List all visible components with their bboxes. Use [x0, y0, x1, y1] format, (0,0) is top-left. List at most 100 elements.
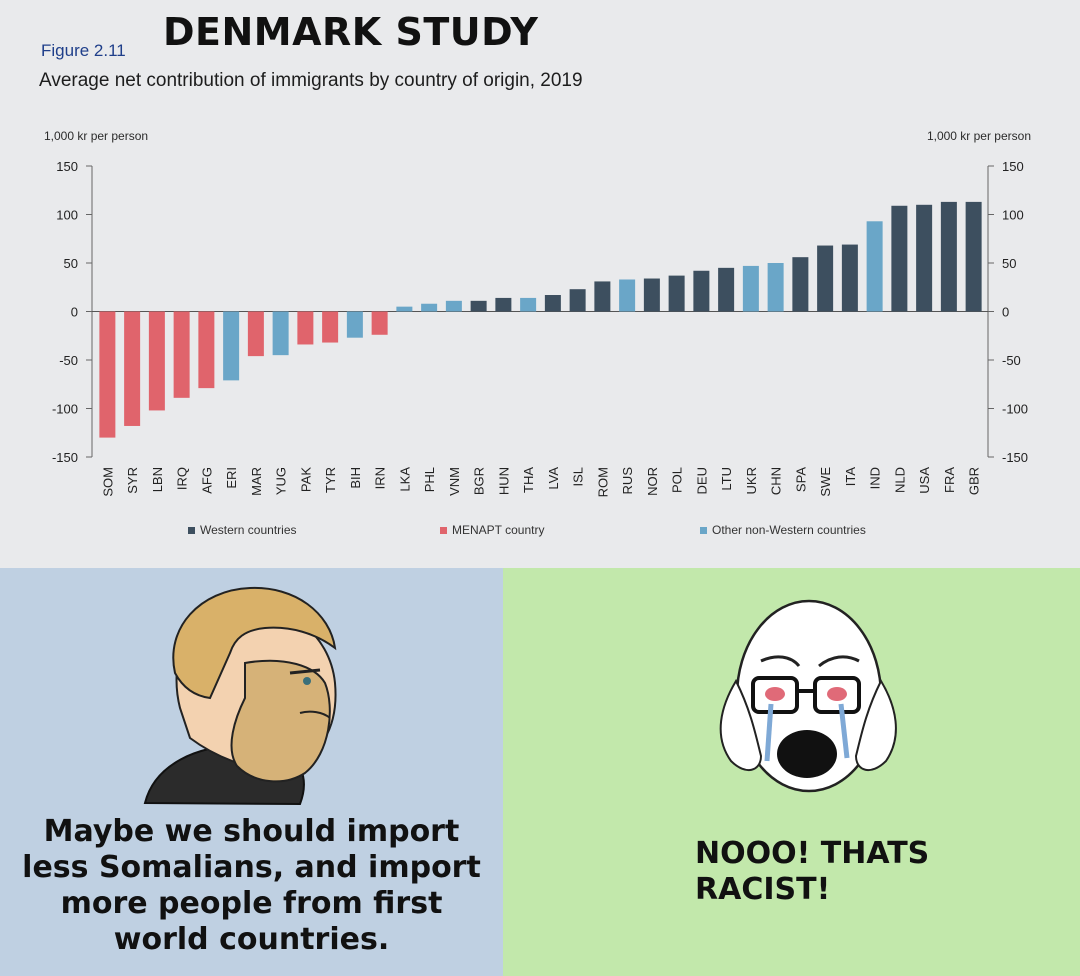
x-tick-label: THA	[521, 467, 536, 493]
bar-vnm	[445, 300, 462, 312]
legend-swatch-western	[188, 526, 195, 534]
left-axis-unit: 1,000 kr per person	[44, 129, 149, 143]
x-tick-label: LBN	[150, 467, 165, 492]
bar-deu	[693, 270, 710, 312]
x-tick-label: RUS	[620, 467, 635, 495]
x-tick-label: DEU	[694, 467, 709, 494]
bar-som	[99, 311, 116, 438]
bar-gbr	[965, 201, 982, 312]
left-caption-line: Maybe we should import	[43, 814, 460, 849]
bar-nor	[643, 278, 660, 312]
legend-label-other: Other non-Western countries	[712, 523, 866, 537]
bar-spa	[792, 257, 809, 312]
x-tick-label: BIH	[348, 467, 363, 489]
bar-pak	[297, 311, 314, 345]
x-tick-label: ROM	[595, 467, 610, 497]
x-tick-label: MAR	[249, 467, 264, 496]
bar-swe	[817, 245, 834, 312]
x-tick-label: IRQ	[175, 467, 190, 490]
bar-afg	[198, 311, 215, 389]
x-tick-label: POL	[670, 467, 685, 493]
legend-label-western: Western countries	[200, 523, 297, 537]
y-tick-label-left: -150	[52, 450, 78, 465]
bar-nld	[891, 205, 908, 312]
right-meme-panel: NOOO! THATS RACIST!	[503, 568, 1080, 976]
y-tick-label-left: -100	[52, 402, 78, 417]
x-tick-label: IND	[868, 467, 883, 489]
legend-item-other: Other non-Western countries	[700, 523, 866, 537]
bar-hun	[495, 297, 512, 312]
bar-bgr	[470, 300, 487, 312]
bar-isl	[569, 289, 586, 312]
y-tick-label-left: 50	[64, 256, 78, 271]
legend-label-menapt: MENAPT country	[452, 523, 545, 537]
left-meme-panel: Maybe we should import less Somalians, a…	[0, 568, 503, 976]
right-caption-line: RACIST!	[695, 872, 831, 907]
left-caption-line: more people from first	[60, 886, 443, 921]
bearded-man-drawing	[143, 586, 337, 806]
bar-rom	[594, 281, 611, 312]
x-tick-label: VNM	[447, 467, 462, 496]
x-tick-label: LVA	[546, 467, 561, 490]
x-tick-label: ITA	[843, 467, 858, 487]
y-tick-label-right: 100	[1002, 208, 1024, 223]
bar-usa	[916, 204, 933, 312]
x-tick-label: SWE	[818, 467, 833, 497]
meme-title: DENMARK STUDY	[163, 10, 539, 54]
x-tick-label: PHL	[422, 467, 437, 492]
x-tick-label: AFG	[199, 467, 214, 494]
x-tick-label: YUG	[274, 467, 289, 495]
x-tick-label: PAK	[298, 467, 313, 492]
bar-yug	[272, 311, 289, 356]
x-tick-label: HUN	[496, 467, 511, 495]
y-tick-label-right: -50	[1002, 353, 1021, 368]
left-caption-line: world countries.	[113, 922, 390, 957]
bar-eri	[223, 311, 240, 381]
bar-mar	[247, 311, 264, 357]
y-tick-label-right: 150	[1002, 159, 1024, 174]
bar-bih	[346, 311, 363, 338]
bar-irn	[371, 311, 388, 335]
x-tick-label: LTU	[719, 467, 734, 491]
x-tick-label: SOM	[100, 467, 115, 497]
y-tick-label-left: 100	[56, 208, 78, 223]
x-tick-label: NOR	[645, 467, 660, 496]
bar-irq	[173, 311, 190, 398]
legend-item-menapt: MENAPT country	[440, 523, 544, 537]
x-tick-label: CHN	[769, 467, 784, 495]
x-tick-label: LKA	[397, 467, 412, 492]
y-tick-label-left: 0	[71, 305, 78, 320]
legend-swatch-menapt	[440, 526, 447, 534]
bar-pol	[668, 275, 685, 312]
x-tick-label: ERI	[224, 467, 239, 489]
left-caption-line: less Somalians, and import	[22, 850, 481, 885]
x-tick-label: IRN	[373, 467, 388, 489]
x-tick-label: ISL	[571, 467, 586, 487]
x-tick-label: FRA	[942, 467, 957, 493]
figure-label: Figure 2.11	[41, 41, 126, 60]
bar-rus	[619, 279, 636, 312]
left-caption: Maybe we should import less Somalians, a…	[0, 814, 503, 958]
y-tick-label-left: -50	[59, 353, 78, 368]
y-tick-label-left: 150	[56, 159, 78, 174]
bar-lva	[544, 295, 561, 312]
x-tick-label: SPA	[793, 467, 808, 492]
y-tick-label-right: 0	[1002, 305, 1009, 320]
right-axis-unit: 1,000 kr per person	[926, 129, 1031, 143]
chart-panel: DENMARK STUDY Figure 2.11 Average net co…	[0, 0, 1080, 568]
legend-item-western: Western countries	[188, 523, 297, 537]
bar-ltu	[718, 267, 735, 312]
figure-title: Average net contribution of immigrants b…	[39, 70, 583, 91]
x-tick-label: UKR	[744, 467, 759, 494]
bar-phl	[421, 303, 438, 312]
bar-tyr	[322, 311, 339, 343]
right-caption: NOOO! THATS RACIST!	[695, 836, 929, 908]
legend-swatch-other	[700, 526, 707, 534]
bar-fra	[940, 201, 957, 312]
bar-ita	[841, 244, 858, 312]
crying-soyjak-drawing	[719, 599, 897, 793]
right-caption-line: NOOO! THATS	[695, 836, 930, 871]
bar-lka	[396, 306, 413, 312]
bar-tha	[520, 297, 537, 312]
x-tick-label: TYR	[323, 467, 338, 493]
